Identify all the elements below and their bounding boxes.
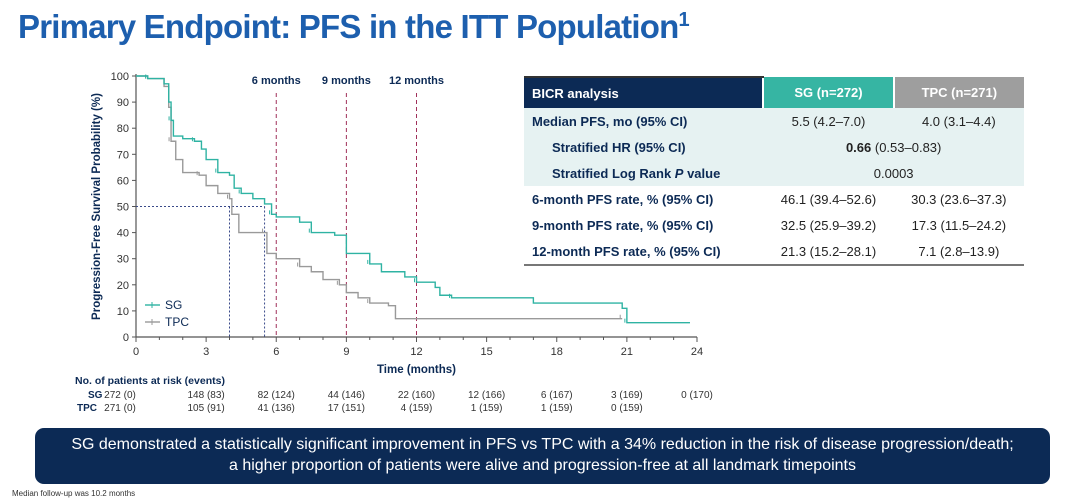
y-tick-label: 60 xyxy=(117,175,129,187)
p-value: 0.0003 xyxy=(763,160,1024,186)
km-curve-tpc xyxy=(136,75,623,320)
y-tick-label: 100 xyxy=(111,71,129,83)
landmark-label: 6 months xyxy=(252,75,301,87)
y-tick-label: 0 xyxy=(123,332,129,344)
p-label-p: P xyxy=(674,165,684,181)
risk-value: 105 (91) xyxy=(187,403,225,414)
title-text: Primary Endpoint: PFS in the ITT Populat… xyxy=(18,8,679,45)
y-tick-label: 80 xyxy=(117,123,129,135)
y-tick-label: 20 xyxy=(117,280,129,292)
km-curve-sg xyxy=(136,75,690,324)
tpc-value: 7.1 (2.8–13.9) xyxy=(918,243,1000,259)
x-axis-label: Time (months) xyxy=(377,364,456,376)
table-header-tpc: TPC (n=271) xyxy=(892,77,1024,108)
title-reference: 1 xyxy=(678,9,689,31)
risk-value: 41 (136) xyxy=(257,403,295,414)
risk-value: 1 (159) xyxy=(540,403,573,414)
page-title: Primary Endpoint: PFS in the ITT Populat… xyxy=(18,8,690,46)
row-label: 9-month PFS rate, % (95% CI) xyxy=(532,217,714,233)
risk-row-label: TPC xyxy=(77,403,97,414)
y-tick-label: 50 xyxy=(117,202,129,214)
p-label-b: value xyxy=(683,165,721,181)
hr-point: 0.66 xyxy=(845,139,872,155)
landmark-label: 9 months xyxy=(322,75,371,87)
y-tick-label: 10 xyxy=(117,306,129,318)
legend-label: TPC xyxy=(165,315,189,329)
sg-value: 21.3 (15.2–28.1) xyxy=(780,243,877,259)
risk-value: 3 (169) xyxy=(611,390,643,401)
risk-value: 1 (159) xyxy=(470,403,503,414)
table-row: Median PFS, mo (95% CI) 5.5 (4.2–7.0) 4.0 … xyxy=(524,108,1024,134)
hr-value: 0.66 (0.53–0.83) xyxy=(763,134,1024,160)
table-row: Stratified HR (95% CI) 0.66 (0.53–0.83) xyxy=(524,134,1024,160)
x-tick-label: 18 xyxy=(551,346,563,358)
risk-table-header: No. of patients at risk (events) xyxy=(75,375,225,387)
sg-value: 32.5 (25.9–39.2) xyxy=(780,217,877,233)
tpc-value: 30.3 (23.6–37.3) xyxy=(911,191,1007,207)
x-tick-label: 21 xyxy=(621,346,633,358)
x-tick-label: 24 xyxy=(691,346,703,358)
bicr-table: BICR analysis SG (n=272) TPC (n=271) Media… xyxy=(524,76,1024,266)
risk-value: 148 (83) xyxy=(187,390,225,401)
legend-label: SG xyxy=(165,298,182,312)
row-label: 6-month PFS rate, % (95% CI) xyxy=(532,191,714,207)
y-axis-label: Progression-Free Survival Probability (%… xyxy=(91,93,103,320)
p-label-a: Stratified Log Rank xyxy=(552,165,675,181)
table-row: 9-month PFS rate, % (95% CI) 32.5 (25.9–3… xyxy=(524,212,1024,238)
row-label: Stratified Log Rank P value xyxy=(524,160,764,186)
y-tick-label: 70 xyxy=(117,149,129,161)
risk-value: 0 (159) xyxy=(611,403,643,414)
footnote: Median follow-up was 10.2 months xyxy=(12,489,136,498)
y-tick-label: 30 xyxy=(117,254,129,266)
sg-value: 5.5 (4.2–7.0) xyxy=(763,108,894,134)
risk-value: 4 (159) xyxy=(400,403,433,414)
y-tick-label: 90 xyxy=(117,97,129,109)
risk-value: 271 (0) xyxy=(104,403,136,414)
tpc-value: 17.3 (11.5–24.2) xyxy=(911,217,1007,233)
risk-value: 6 (167) xyxy=(540,390,573,401)
sg-value: 46.1 (39.4–52.6) xyxy=(780,191,877,207)
risk-value: 82 (124) xyxy=(257,390,295,401)
conclusion-banner: SG demonstrated a statistically signific… xyxy=(35,428,1050,484)
km-chart: 0 10 20 30 40 50 60 70 80 90 100 0 3 6 9 12 15 18 21 24 Time… xyxy=(91,71,703,376)
landmark-label: 12 months xyxy=(389,75,444,87)
risk-row-label: SG xyxy=(88,390,103,401)
x-tick-label: 15 xyxy=(481,346,493,358)
row-label: Median PFS, mo (95% CI) xyxy=(524,108,764,134)
tpc-value: 4.0 (3.1–4.4) xyxy=(893,108,1024,134)
x-tick-label: 12 xyxy=(410,346,422,358)
table-header-sg: SG (n=272) xyxy=(762,77,894,108)
table-row: Stratified Log Rank P value 0.0003 xyxy=(524,160,1024,186)
hr-ci: (0.53–0.83) xyxy=(871,139,942,155)
risk-value: 0 (170) xyxy=(681,390,713,401)
risk-value: 22 (160) xyxy=(397,390,436,401)
x-tick-label: 6 xyxy=(273,346,279,358)
row-label: 12-month PFS rate, % (95% CI) xyxy=(532,243,721,259)
risk-value: 17 (151) xyxy=(327,403,365,414)
table-header-analysis: BICR analysis xyxy=(524,76,764,108)
risk-value: 12 (166) xyxy=(468,390,506,401)
risk-value: 44 (146) xyxy=(327,390,365,401)
table-row: 6-month PFS rate, % (95% CI) 46.1 (39.4–5… xyxy=(524,186,1024,212)
banner-line-2: a higher proportion of patients were ali… xyxy=(228,457,856,474)
table-row: 12-month PFS rate, % (95% CI) 21.3 (15.2–… xyxy=(524,238,1024,265)
x-tick-label: 3 xyxy=(203,346,209,358)
risk-value: 272 (0) xyxy=(104,390,136,401)
banner-line-1: SG demonstrated a statistically signific… xyxy=(71,436,1014,453)
x-tick-label: 0 xyxy=(133,346,139,358)
y-tick-label: 40 xyxy=(117,228,129,240)
row-label: Stratified HR (95% CI) xyxy=(524,134,764,160)
x-tick-label: 9 xyxy=(343,346,349,358)
